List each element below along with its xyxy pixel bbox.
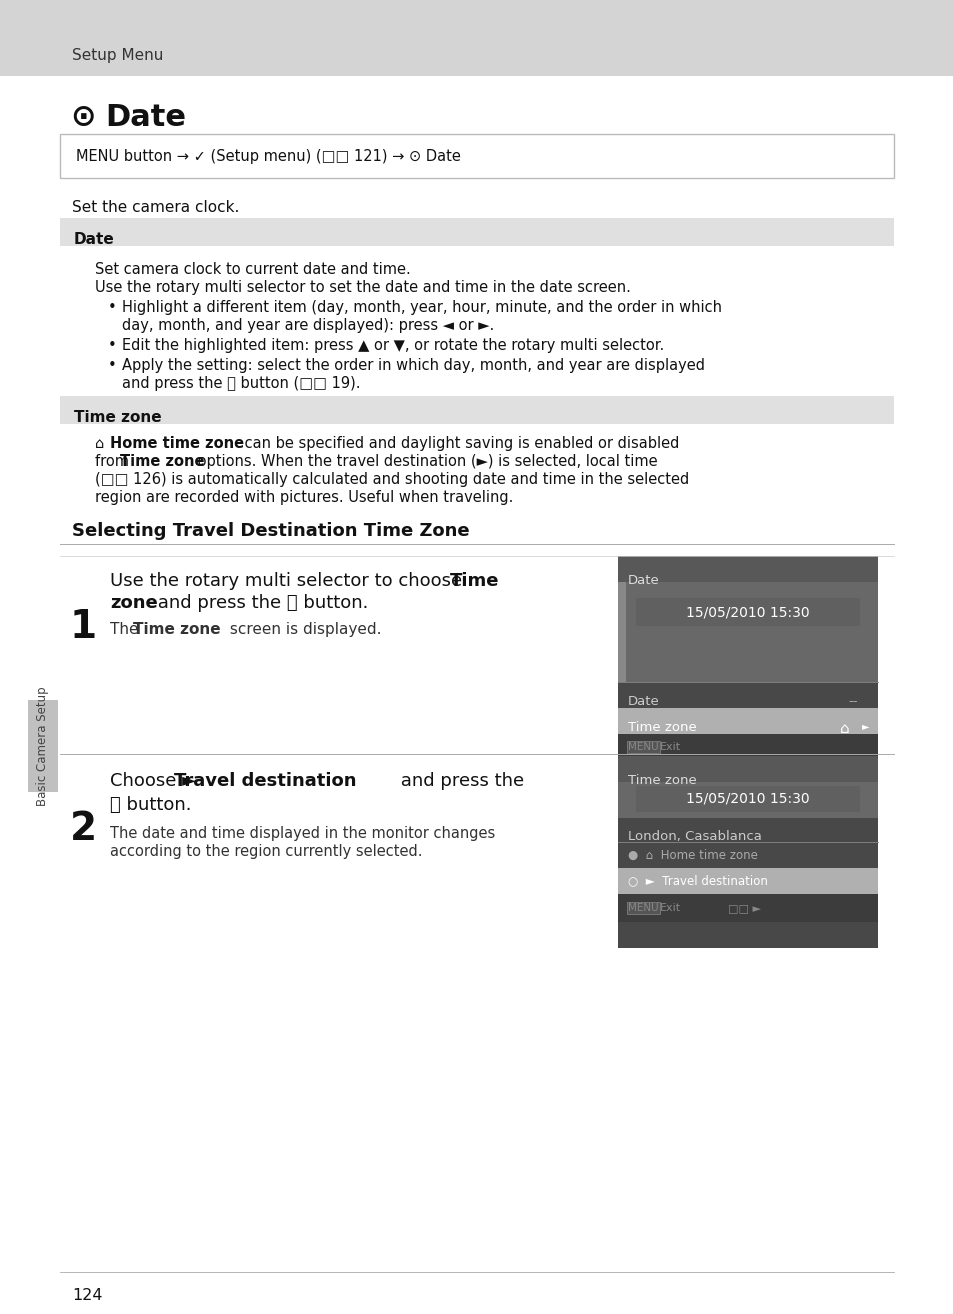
Text: ⒪ button.: ⒪ button. [110, 796, 192, 813]
Text: Set the camera clock.: Set the camera clock. [71, 200, 239, 215]
Text: 15/05/2010 15:30: 15/05/2010 15:30 [685, 792, 809, 805]
Text: MENU: MENU [627, 903, 658, 913]
Text: Home time zone: Home time zone [110, 436, 244, 451]
Text: •: • [108, 357, 116, 373]
Text: ⊙: ⊙ [70, 102, 95, 131]
Bar [60, 218, 893, 246]
Text: and press the ⒪ button (□□ 19).: and press the ⒪ button (□□ 19). [122, 376, 360, 392]
Text: ⌂: ⌂ [840, 721, 849, 736]
Text: Setup Menu: Setup Menu [71, 49, 163, 63]
Text: Time zone: Time zone [132, 622, 220, 637]
Text: 124: 124 [71, 1288, 102, 1303]
Text: --: -- [847, 695, 857, 708]
Text: (□□ 126) is automatically calculated and shooting date and time in the selected: (□□ 126) is automatically calculated and… [95, 472, 688, 487]
Text: Choose ►: Choose ► [110, 773, 201, 790]
Bar [618, 582, 625, 682]
Text: Basic Camera Setup: Basic Camera Setup [36, 686, 50, 805]
Text: Use the rotary multi selector to choose: Use the rotary multi selector to choose [110, 572, 467, 590]
Text: Date: Date [74, 233, 114, 247]
Text: ○  ►  Travel destination: ○ ► Travel destination [627, 875, 767, 887]
Text: London, Casablanca: London, Casablanca [627, 830, 761, 844]
Text: Apply the setting: select the order in which day, month, and year are displayed: Apply the setting: select the order in w… [122, 357, 704, 373]
Text: Set camera clock to current date and time.: Set camera clock to current date and tim… [95, 261, 411, 277]
Bar [0, 0, 953, 76]
Text: Time: Time [450, 572, 499, 590]
Text: Edit the highlighted item: press ▲ or ▼, or rotate the rotary multi selector.: Edit the highlighted item: press ▲ or ▼,… [122, 338, 663, 353]
Text: Date: Date [627, 695, 659, 708]
Bar [618, 894, 877, 922]
Text: ►: ► [862, 721, 868, 731]
Text: 15/05/2010 15:30: 15/05/2010 15:30 [685, 604, 809, 619]
Text: •: • [108, 338, 116, 353]
Text: ⌂: ⌂ [95, 436, 109, 451]
Text: MENU button → ✓ (Setup menu) (□□ 121) → ⊙ Date: MENU button → ✓ (Setup menu) (□□ 121) → … [76, 148, 460, 163]
Text: 2: 2 [70, 809, 97, 848]
Text: Time zone: Time zone [627, 721, 696, 735]
Text: ●  ⌂  Home time zone: ● ⌂ Home time zone [627, 849, 757, 862]
Bar [618, 708, 877, 735]
Bar [636, 598, 859, 625]
Bar [636, 786, 859, 812]
Bar [618, 735, 877, 759]
Bar [618, 756, 877, 782]
Bar [618, 782, 877, 819]
Bar [618, 556, 877, 582]
Bar [618, 756, 877, 947]
Text: •: • [108, 300, 116, 315]
Text: Time zone: Time zone [74, 410, 161, 424]
Text: according to the region currently selected.: according to the region currently select… [110, 844, 422, 859]
Text: options. When the travel destination (►) is selected, local time: options. When the travel destination (►)… [193, 455, 657, 469]
Text: □□ ►: □□ ► [727, 903, 760, 913]
Text: Selecting Travel Destination Time Zone: Selecting Travel Destination Time Zone [71, 522, 469, 540]
Bar [618, 556, 877, 738]
Text: The date and time displayed in the monitor changes: The date and time displayed in the monit… [110, 827, 495, 841]
Text: Travel destination: Travel destination [173, 773, 356, 790]
Text: Exit: Exit [659, 742, 680, 752]
Bar [618, 819, 877, 842]
Text: screen is displayed.: screen is displayed. [225, 622, 381, 637]
Text: MENU: MENU [627, 742, 658, 752]
Text: day, month, and year are displayed): press ◄ or ►.: day, month, and year are displayed): pre… [122, 318, 494, 332]
Text: zone: zone [110, 594, 157, 612]
Text: The: The [110, 622, 143, 637]
Bar [618, 869, 877, 894]
Bar [618, 842, 877, 869]
Text: Date: Date [105, 102, 186, 131]
Text: from: from [95, 455, 133, 469]
Text: can be specified and daylight saving is enabled or disabled: can be specified and daylight saving is … [240, 436, 679, 451]
Text: and press the: and press the [395, 773, 523, 790]
Bar [28, 700, 58, 792]
Text: Time zone: Time zone [627, 774, 696, 787]
Bar [60, 396, 893, 424]
Bar [618, 582, 877, 682]
Text: and press the ⒪ button.: and press the ⒪ button. [152, 594, 368, 612]
Text: Date: Date [627, 574, 659, 587]
Bar [60, 134, 893, 177]
Text: Use the rotary multi selector to set the date and time in the date screen.: Use the rotary multi selector to set the… [95, 280, 630, 296]
Text: region are recorded with pictures. Useful when traveling.: region are recorded with pictures. Usefu… [95, 490, 513, 505]
Text: Highlight a different item (day, month, year, hour, minute, and the order in whi: Highlight a different item (day, month, … [122, 300, 721, 315]
Bar [618, 682, 877, 708]
Text: Time zone: Time zone [120, 455, 204, 469]
Text: 1: 1 [70, 608, 97, 646]
Text: Exit: Exit [659, 903, 680, 913]
